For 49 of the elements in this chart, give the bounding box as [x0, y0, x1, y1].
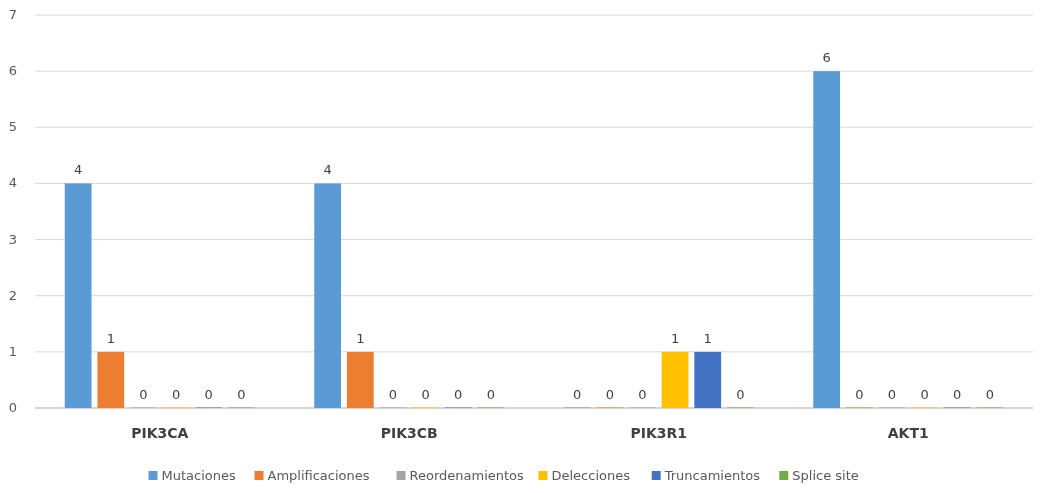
legend-label: Amplificaciones — [267, 468, 370, 483]
x-tick-label: PIK3CA — [131, 425, 189, 441]
y-tick-label: 4 — [8, 175, 18, 191]
data-label: 0 — [204, 387, 213, 402]
x-tick-label: AKT1 — [887, 425, 929, 441]
y-tick-label: 3 — [8, 231, 18, 247]
data-label: 0 — [171, 387, 181, 402]
bar — [314, 183, 342, 408]
data-label: 0 — [638, 387, 647, 402]
y-tick-label: 5 — [8, 119, 18, 135]
legend-label: Splice site — [792, 468, 859, 483]
x-tick-label: PIK3CB — [380, 425, 438, 441]
data-label: 0 — [421, 387, 430, 402]
bar — [346, 351, 374, 408]
y-tick-label: 1 — [8, 343, 18, 359]
data-label: 6 — [822, 50, 831, 66]
x-tick-label: PIK3R1 — [630, 425, 688, 441]
y-tick-label: 7 — [8, 7, 18, 22]
data-label: 0 — [920, 387, 929, 402]
y-tick-label: 6 — [8, 63, 18, 79]
data-label: 4 — [74, 162, 83, 178]
y-tick-label: 2 — [8, 287, 18, 303]
data-label: 0 — [486, 387, 495, 402]
data-label: 1 — [356, 330, 365, 346]
data-label: 1 — [703, 330, 712, 346]
bar — [694, 351, 722, 408]
data-label: 0 — [736, 387, 745, 402]
bar — [813, 71, 841, 408]
data-label: 0 — [855, 387, 864, 402]
bar — [97, 351, 125, 408]
data-label: 0 — [887, 387, 897, 402]
data-label: 0 — [237, 387, 246, 402]
data-label: 0 — [388, 387, 398, 402]
data-label: 0 — [605, 387, 614, 402]
legend-label: Truncamientos — [663, 468, 761, 483]
data-label: 0 — [573, 387, 582, 402]
legend-label: Mutaciones — [161, 468, 236, 483]
bar — [64, 183, 92, 408]
data-label: 4 — [323, 162, 332, 178]
data-label: 1 — [106, 330, 115, 346]
legend-label: Delecciones — [551, 468, 631, 483]
y-tick-label: 0 — [8, 400, 18, 415]
data-label: 0 — [139, 387, 148, 402]
data-label: 0 — [985, 387, 994, 402]
bar — [661, 351, 689, 408]
data-label: 1 — [670, 330, 680, 346]
legend-label: Reordenamientos — [409, 468, 525, 483]
data-label: 0 — [454, 387, 463, 402]
data-label: 0 — [953, 387, 962, 402]
